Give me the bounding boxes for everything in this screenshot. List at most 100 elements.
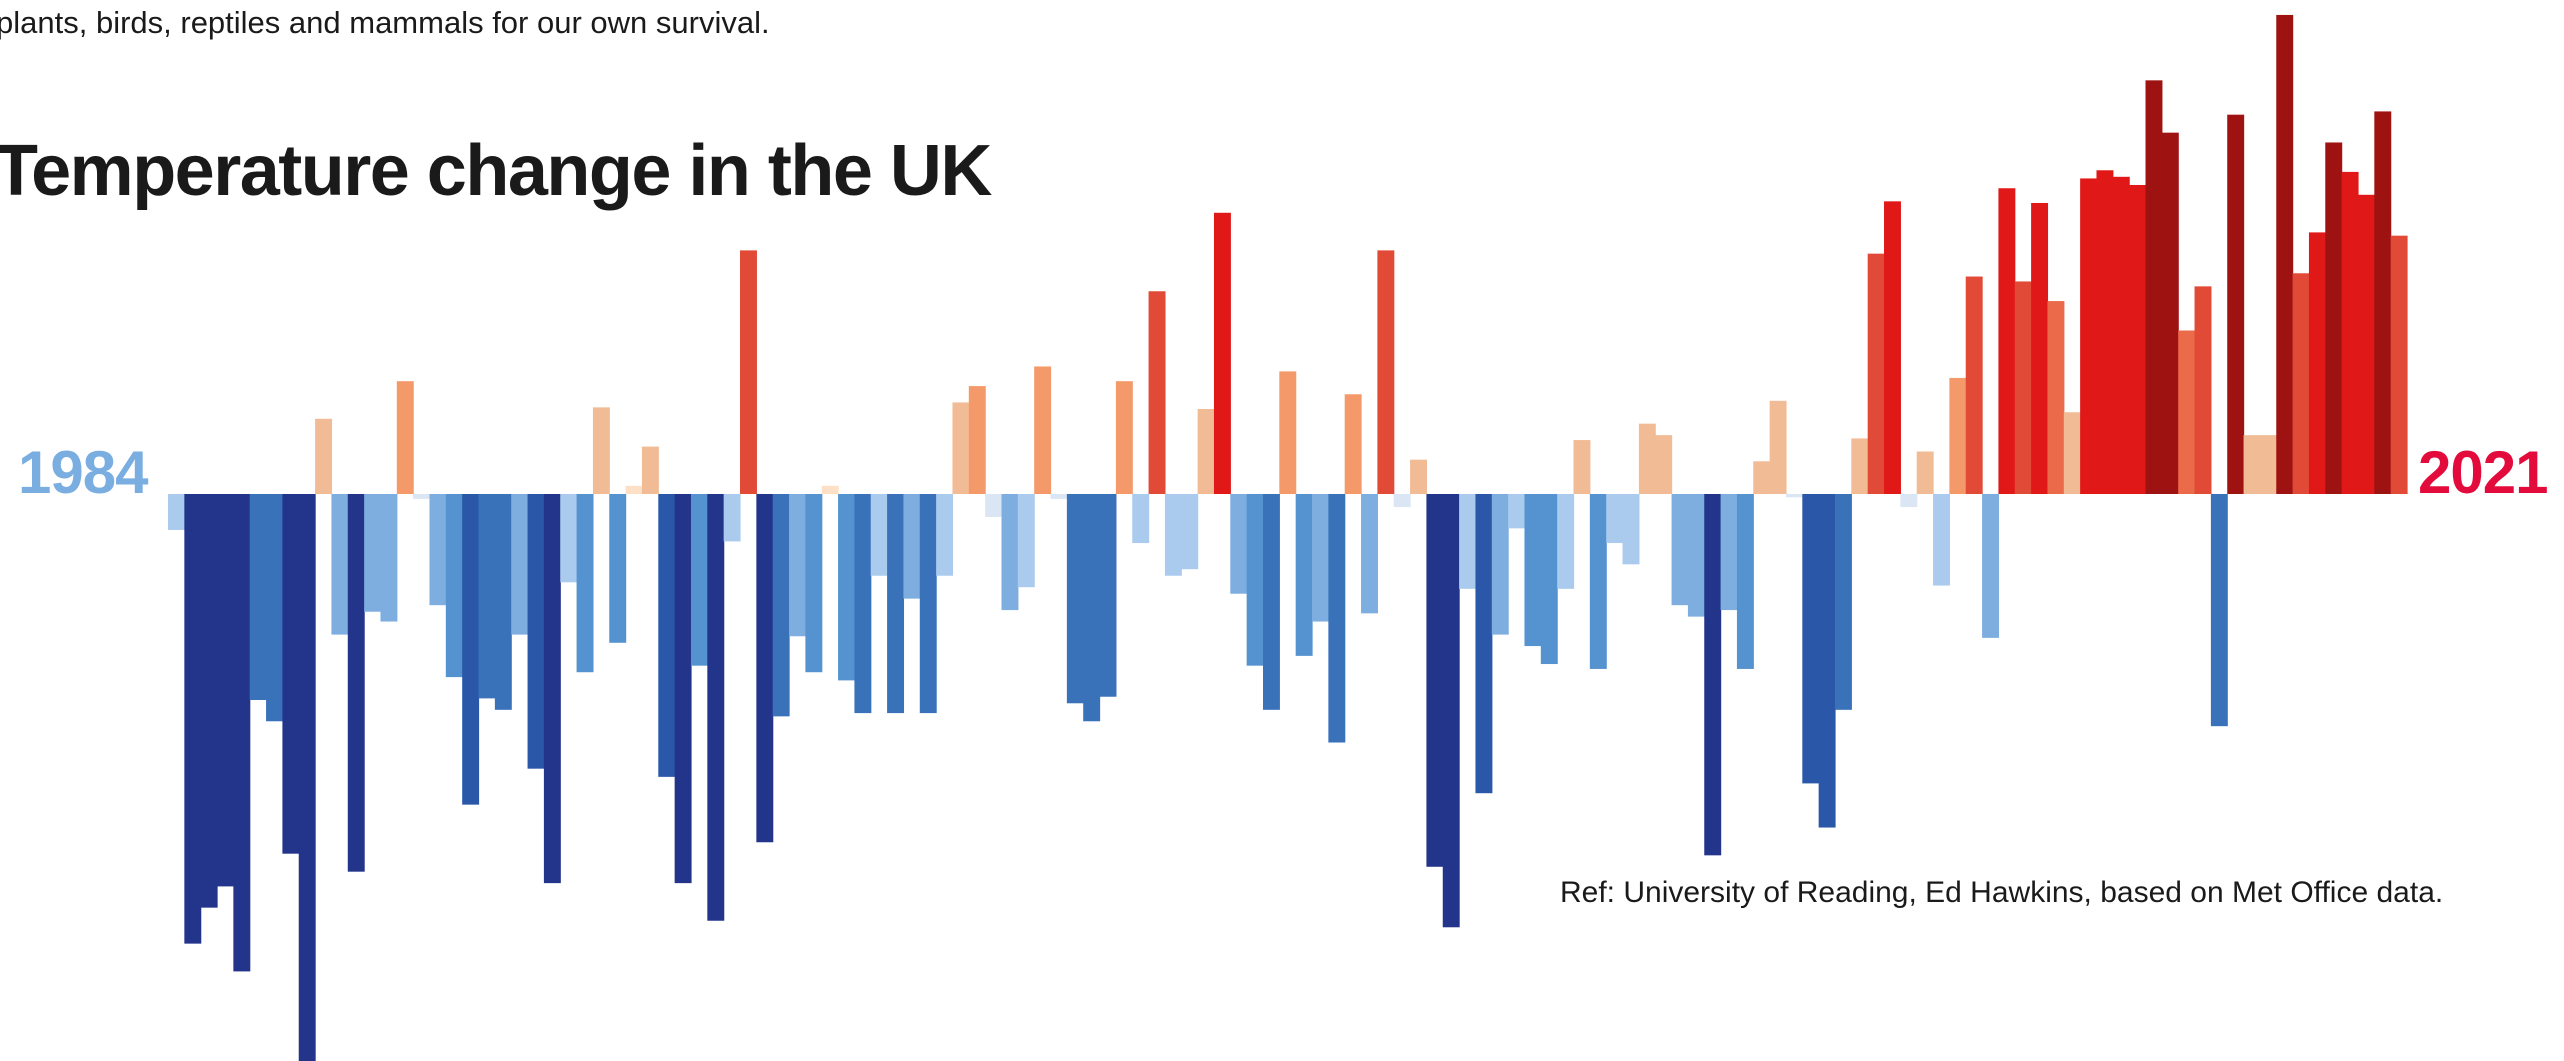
temperature-bar <box>511 494 529 635</box>
temperature-bar <box>1867 253 1885 494</box>
temperature-bar <box>838 494 856 681</box>
start-year-label: 1984 <box>18 439 148 506</box>
temperature-bar <box>233 494 251 972</box>
temperature-bar <box>1736 494 1754 669</box>
temperature-bar <box>429 494 447 606</box>
temperature-bar <box>2129 184 2147 495</box>
temperature-bar <box>2063 412 2081 494</box>
intro-text: plants, birds, reptiles and mammals for … <box>0 5 770 40</box>
temperature-bar <box>560 494 578 583</box>
temperature-bar <box>1949 377 1967 494</box>
temperature-bar <box>2276 14 2294 494</box>
temperature-bar <box>609 494 627 643</box>
temperature-bar <box>249 494 267 701</box>
temperature-bar <box>576 494 594 673</box>
temperature-bar <box>1720 494 1738 611</box>
temperature-bar <box>1982 494 2000 638</box>
temperature-bar <box>347 494 365 872</box>
temperature-bar <box>1540 494 1558 665</box>
temperature-bar <box>380 494 398 622</box>
temperature-bar <box>364 494 382 612</box>
temperature-bar <box>1589 494 1607 669</box>
temperature-bar <box>740 250 757 494</box>
temperature-bar <box>1034 366 1052 494</box>
temperature-bar <box>2178 330 2196 494</box>
temperature-bar <box>1115 381 1133 495</box>
temperature-bar <box>1687 494 1705 617</box>
temperature-bar <box>1802 494 1820 784</box>
temperature-bar <box>1753 461 1771 494</box>
temperature-bar <box>1524 494 1542 647</box>
temperature-bar <box>789 494 806 637</box>
temperature-bar <box>2210 494 2228 727</box>
temperature-bar <box>1181 494 1199 570</box>
temperature-bar <box>887 494 905 714</box>
temperature-bar <box>805 494 823 673</box>
temperature-bar <box>1818 494 1836 828</box>
temperature-bar <box>1442 494 1460 928</box>
temperature-bar <box>1001 494 1019 611</box>
temperature-bar <box>478 494 496 699</box>
temperature-bar <box>772 494 790 717</box>
temperature-bar <box>2047 301 2065 494</box>
temperature-bar <box>985 494 1003 517</box>
temperature-bar <box>331 494 349 635</box>
temperature-bar <box>527 494 545 769</box>
temperature-bar <box>462 494 480 805</box>
temperature-bar <box>1361 494 1378 614</box>
temperature-bar <box>1459 494 1477 589</box>
temperature-bar <box>1655 435 1673 494</box>
temperature-bar <box>952 402 970 494</box>
temperature-bar <box>903 494 921 599</box>
temperature-bar <box>445 494 463 678</box>
temperature-bar <box>2031 202 2049 494</box>
temperature-bar <box>1377 250 1395 494</box>
temperature-bar <box>1262 494 1280 710</box>
temperature-bar <box>2080 178 2098 494</box>
temperature-bar <box>2112 176 2130 494</box>
temperature-bar <box>2374 111 2392 494</box>
temperature-bar <box>1965 276 1983 494</box>
temperature-bar <box>1328 494 1346 743</box>
temperature-bar <box>1573 440 1591 494</box>
temperature-bar <box>217 494 234 887</box>
temperature-bar <box>2227 114 2245 495</box>
temperature-bar <box>266 494 283 722</box>
temperature-bar <box>543 494 561 884</box>
temperature-bar <box>821 485 839 494</box>
temperature-bar <box>413 494 431 499</box>
temperature-bar <box>1017 494 1035 588</box>
temperature-bar <box>1900 494 1918 508</box>
end-year-label: 2021 <box>2418 439 2548 506</box>
temperature-bar <box>2259 435 2277 494</box>
temperature-bar <box>1426 494 1444 867</box>
temperature-bar <box>1851 438 1869 494</box>
temperature-bar <box>1246 494 1264 666</box>
temperature-bar <box>396 381 414 495</box>
temperature-bar <box>1785 494 1803 498</box>
source-reference: Ref: University of Reading, Ed Hawkins, … <box>1560 876 2444 909</box>
temperature-bar <box>919 494 937 714</box>
temperature-bar <box>1099 494 1117 697</box>
temperature-bar <box>1312 494 1329 622</box>
temperature-bar <box>1491 494 1509 635</box>
temperature-bar <box>658 494 676 777</box>
temperature-bar <box>1050 494 1068 499</box>
temperature-bar <box>625 485 643 494</box>
temperature-bar <box>2161 132 2179 494</box>
temperature-bar <box>315 418 333 494</box>
temperature-bar <box>2014 281 2032 494</box>
temperature-bar <box>1475 494 1493 794</box>
temperature-bar <box>1279 371 1297 495</box>
temperature-bar <box>2308 232 2326 494</box>
temperature-bar <box>184 494 202 944</box>
temperature-bar <box>592 407 610 495</box>
temperature-bar <box>1834 494 1852 710</box>
temperature-bar <box>1230 494 1248 594</box>
temperature-bar <box>2357 194 2375 495</box>
temperature-bar <box>1638 423 1656 494</box>
temperature-bar <box>690 494 708 666</box>
chart-title: Temperature change in the UK <box>0 131 992 211</box>
temperature-bar <box>756 494 774 843</box>
